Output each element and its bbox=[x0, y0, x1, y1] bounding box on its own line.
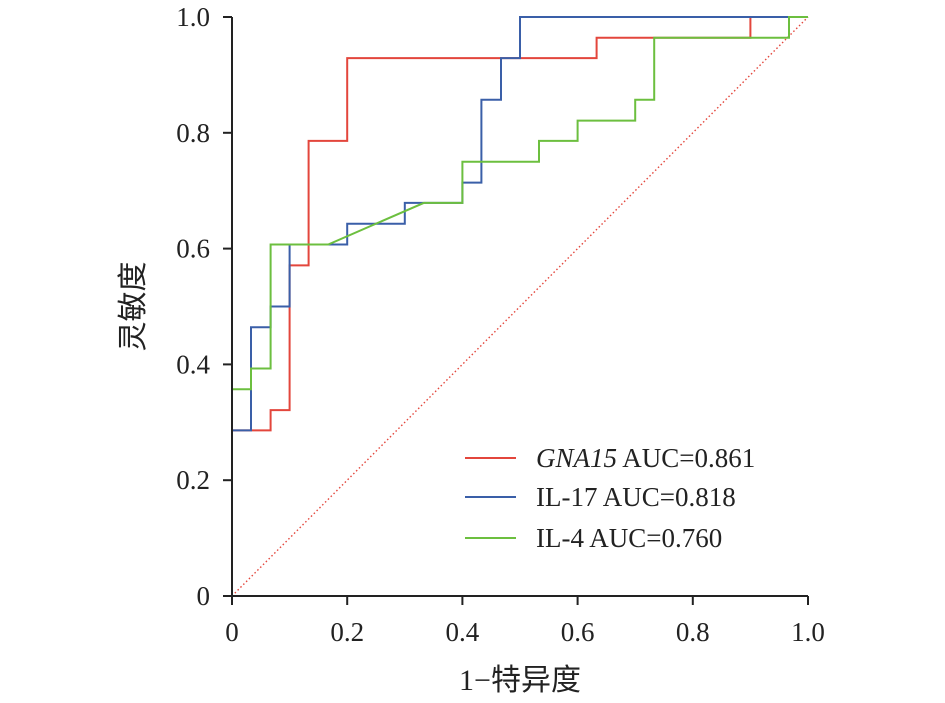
x-tick-label: 1.0 bbox=[791, 617, 825, 647]
y-tick-label: 0.6 bbox=[176, 234, 210, 264]
y-tick-label: 0 bbox=[197, 581, 211, 611]
legend: GNA15 AUC=0.861 IL-17 AUC=0.818 IL-4 AUC=0… bbox=[465, 443, 755, 553]
x-tick-label: 0.6 bbox=[561, 617, 595, 647]
legend-series-name: IL-17 bbox=[536, 482, 597, 512]
legend-label: IL-17 AUC=0.818 bbox=[536, 482, 736, 512]
legend-label: IL-4 AUC=0.760 bbox=[536, 523, 722, 553]
legend-series-name: GNA15 bbox=[536, 443, 617, 473]
legend-auc-value: AUC=0.818 bbox=[597, 482, 735, 512]
x-tick-label: 0 bbox=[225, 617, 239, 647]
y-tick-label: 0.8 bbox=[176, 118, 210, 148]
y-axis-label: 灵敏度 bbox=[117, 262, 150, 352]
series-line-il-4 bbox=[231, 16, 808, 596]
plot-area bbox=[231, 16, 809, 597]
x-tick-label: 0.8 bbox=[676, 617, 710, 647]
x-axis-label: 1−特异度 bbox=[459, 664, 581, 697]
legend-auc-value: AUC=0.861 bbox=[617, 443, 755, 473]
axes: 00 0.2 0.2 0.4 0.4 0.6 0.6 0.8 0.8 1.0 1.0 bbox=[176, 2, 825, 647]
x-tick-label: 0.4 bbox=[446, 617, 480, 647]
legend-series-name: IL-4 bbox=[536, 523, 584, 553]
y-tick-label: 0.4 bbox=[176, 349, 210, 379]
legend-label: GNA15 AUC=0.861 bbox=[536, 443, 755, 473]
x-tick-label: 0.2 bbox=[330, 617, 364, 647]
y-tick-label: 1.0 bbox=[176, 2, 210, 32]
legend-auc-value: AUC=0.760 bbox=[584, 523, 722, 553]
y-tick-label: 0.2 bbox=[176, 465, 210, 495]
series-line-il-17 bbox=[231, 16, 808, 596]
reference-diagonal-line bbox=[231, 16, 809, 597]
